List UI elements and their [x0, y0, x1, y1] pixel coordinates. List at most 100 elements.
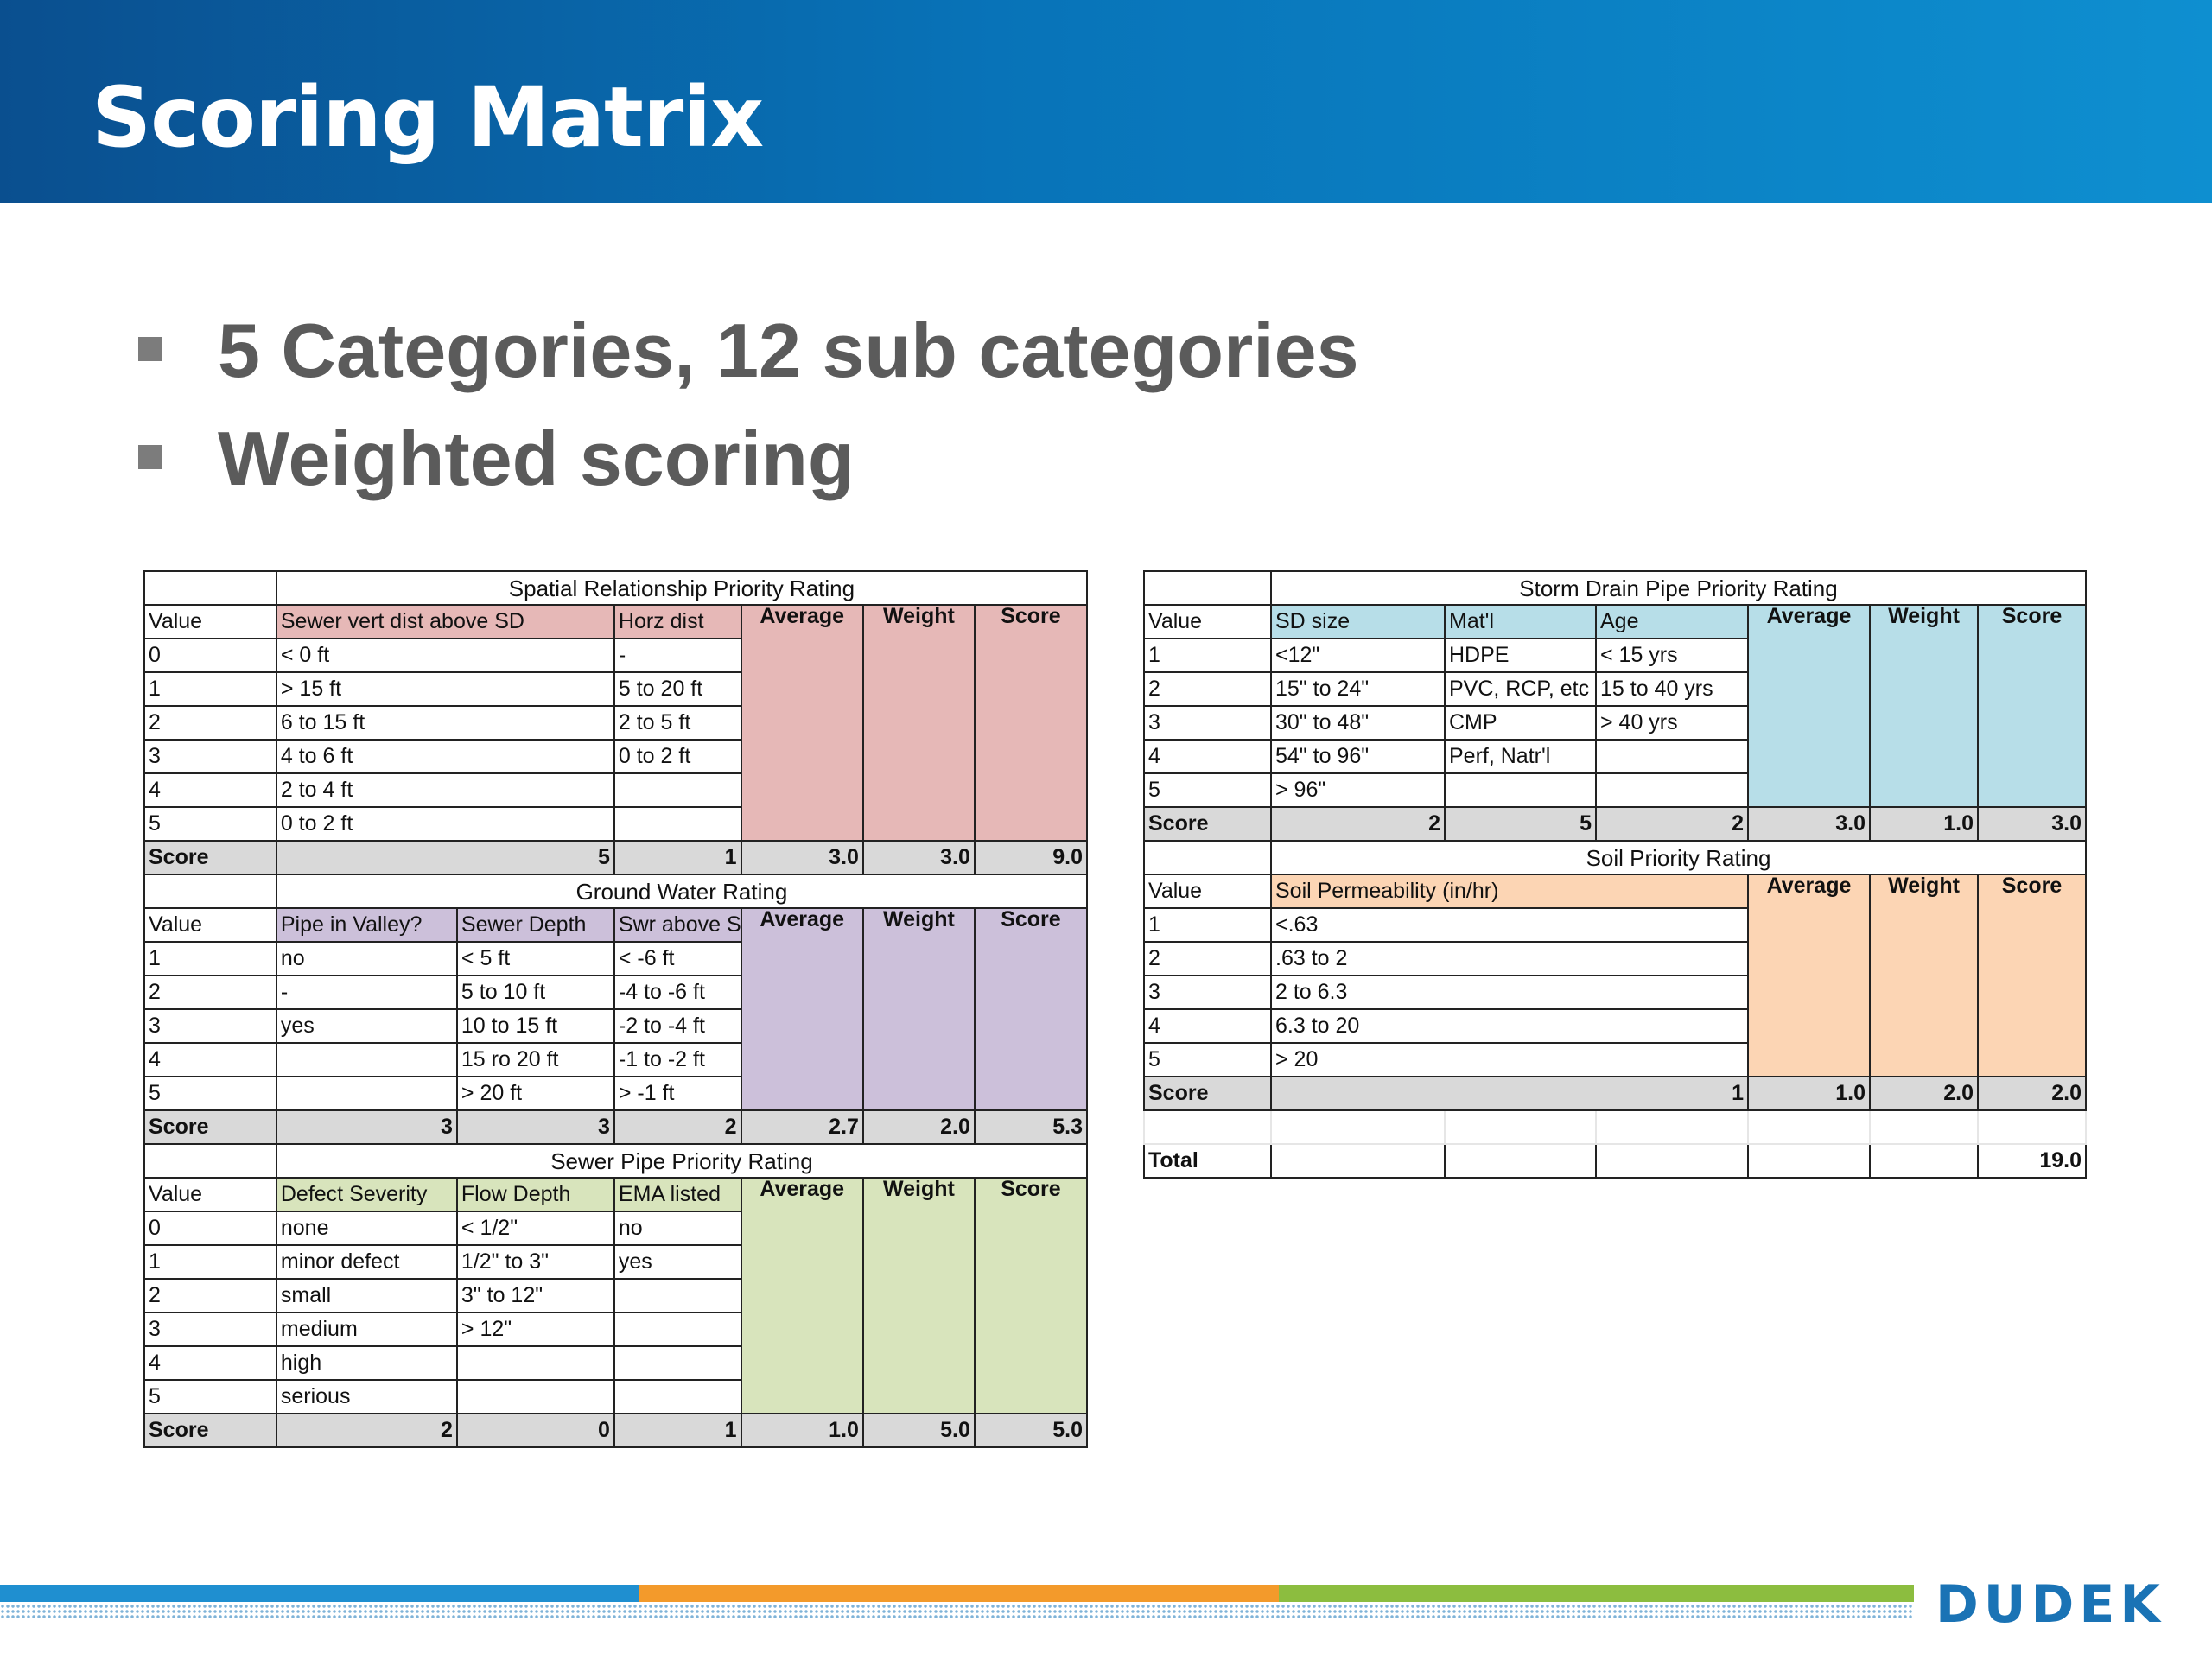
- table-cell: -: [275, 975, 458, 1010]
- table-cell: 0 to 2 ft: [613, 739, 742, 774]
- table-cell: 4: [1143, 1008, 1272, 1044]
- sub-score: 3: [455, 1109, 615, 1145]
- table-cell: 4 to 6 ft: [275, 739, 615, 774]
- table-cell: > 96": [1270, 772, 1446, 808]
- table-cell: 2: [143, 705, 277, 741]
- table-cell: 3: [143, 739, 277, 774]
- table-cell: 2 to 4 ft: [275, 772, 615, 808]
- table-cell: 15 to 40 yrs: [1595, 671, 1749, 707]
- table-cell: -: [613, 638, 742, 673]
- sub-score: 1: [613, 1413, 742, 1448]
- footer-bar-blue: [0, 1585, 639, 1602]
- table-cell: [275, 1076, 458, 1111]
- table-cell: 5: [143, 806, 277, 842]
- table-cell: [613, 1379, 742, 1414]
- section-title: Sewer Pipe Priority Rating: [275, 1143, 1089, 1179]
- table-cell: no: [613, 1211, 742, 1246]
- column-header: Horz dist: [613, 604, 742, 639]
- table-cell: 5 to 20 ft: [613, 671, 742, 707]
- total-value: 19.0: [1977, 1143, 2087, 1179]
- average-value: 3.0: [740, 840, 864, 875]
- table-cell: 10 to 15 ft: [455, 1008, 615, 1044]
- table-cell: 1: [143, 671, 277, 707]
- table-cell: <.63: [1270, 907, 1749, 943]
- table-cell: > 20 ft: [455, 1076, 615, 1111]
- table-cell: [1595, 739, 1749, 774]
- average-value: 1.0: [1747, 1076, 1871, 1111]
- table-cell: > 40 yrs: [1595, 705, 1749, 741]
- weight-header: Weight: [1869, 874, 1979, 1077]
- table-cell: yes: [275, 1008, 458, 1044]
- table-cell: 54" to 96": [1270, 739, 1446, 774]
- table-cell: < 0 ft: [275, 638, 615, 673]
- footer-bar-orange: [639, 1585, 1279, 1602]
- table-cell: [613, 806, 742, 842]
- table-cell: < -6 ft: [613, 941, 742, 976]
- average-header: Average: [740, 907, 864, 1111]
- table-cell: < 5 ft: [455, 941, 615, 976]
- sub-score: 5: [1444, 806, 1597, 842]
- table-cell: [613, 1278, 742, 1313]
- table-cell: 3: [143, 1008, 277, 1044]
- table-cell: [1595, 772, 1749, 808]
- score-label: Score: [143, 1109, 277, 1145]
- column-header: SD size: [1270, 604, 1446, 639]
- table-cell: [613, 772, 742, 808]
- table-cell: 2: [143, 1278, 277, 1313]
- sub-score: 0: [455, 1413, 615, 1448]
- table-cell: 30" to 48": [1270, 705, 1446, 741]
- average-value: 3.0: [1747, 806, 1871, 842]
- table-cell: medium: [275, 1312, 458, 1347]
- table-cell: [613, 1345, 742, 1381]
- table-cell: 1/2" to 3": [455, 1244, 615, 1280]
- table-cell: 5: [143, 1076, 277, 1111]
- table-cell: 6.3 to 20: [1270, 1008, 1749, 1044]
- table-cell: small: [275, 1278, 458, 1313]
- average-value: 2.7: [740, 1109, 864, 1145]
- table-cell: 2: [143, 975, 277, 1010]
- square-bullet-icon: [138, 445, 162, 469]
- column-header: Swr above SD: [613, 907, 742, 943]
- table-cell: 5: [143, 1379, 277, 1414]
- table-cell: [613, 1312, 742, 1347]
- table-cell: 3: [1143, 705, 1272, 741]
- average-header: Average: [740, 1177, 864, 1414]
- column-header: Soil Permeability (in/hr): [1270, 874, 1749, 909]
- table-cell: [1444, 772, 1597, 808]
- score-value: 2.0: [1977, 1076, 2087, 1111]
- table-cell: 1: [143, 1244, 277, 1280]
- score-label: Score: [1143, 806, 1272, 842]
- table-cell: minor defect: [275, 1244, 458, 1280]
- weight-header: Weight: [861, 907, 976, 1111]
- weight-value: 3.0: [861, 840, 976, 875]
- sub-score: 5: [275, 840, 615, 875]
- table-cell: 1: [143, 941, 277, 976]
- section-title: Storm Drain Pipe Priority Rating: [1270, 570, 2087, 606]
- table-cell: > 15 ft: [275, 671, 615, 707]
- sub-score: 2: [275, 1413, 458, 1448]
- table-cell: [455, 1379, 615, 1414]
- column-header: EMA listed: [613, 1177, 742, 1212]
- table-cell: 6 to 15 ft: [275, 705, 615, 741]
- table-cell: none: [275, 1211, 458, 1246]
- table-cell: 0 to 2 ft: [275, 806, 615, 842]
- sub-score: 2: [613, 1109, 742, 1145]
- table-cell: 2: [1143, 671, 1272, 707]
- average-header: Average: [1747, 604, 1871, 808]
- score-value: 5.0: [973, 1413, 1089, 1448]
- sub-score: 3: [275, 1109, 458, 1145]
- column-header: Pipe in Valley?: [275, 907, 458, 943]
- table-cell: high: [275, 1345, 458, 1381]
- table-cell: -2 to -4 ft: [613, 1008, 742, 1044]
- table-cell: yes: [613, 1244, 742, 1280]
- score-value: 5.3: [973, 1109, 1089, 1145]
- score-header: Score: [1977, 874, 2087, 1077]
- table-cell: 3: [1143, 975, 1272, 1010]
- sub-score: 1: [613, 840, 742, 875]
- table-cell: serious: [275, 1379, 458, 1414]
- value-label: Value: [1143, 874, 1272, 909]
- score-label: Score: [143, 1413, 277, 1448]
- table-cell: -4 to -6 ft: [613, 975, 742, 1010]
- column-header: Defect Severity: [275, 1177, 458, 1212]
- table-cell: Perf, Natr'l: [1444, 739, 1597, 774]
